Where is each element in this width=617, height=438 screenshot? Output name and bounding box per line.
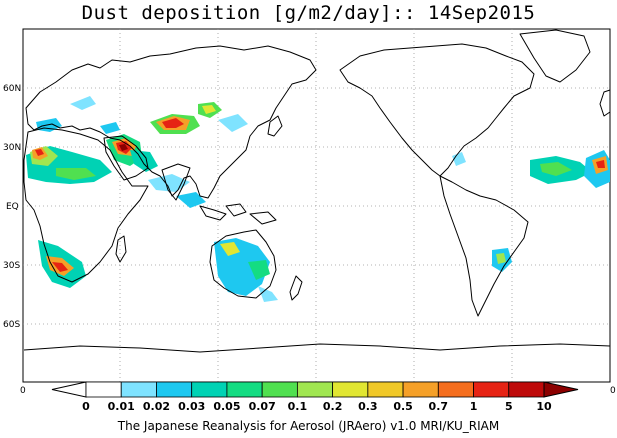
colorbar-left-zero: 0 — [20, 386, 26, 396]
colorbar-box — [473, 381, 510, 398]
colorbar-tick-label: 0.7 — [429, 400, 449, 413]
colorbar-box — [402, 381, 439, 398]
colorbar-tick-label: 0.5 — [393, 400, 413, 413]
colorbar: 0 0.01 0.02 0.03 0.05 0.07 0.1 0.2 0.3 0.5 0.7 1 5 10 — [51, 381, 579, 413]
colorbar-arrow-high — [543, 381, 579, 398]
colorbar-box — [85, 381, 122, 398]
colorbar-tick-label: 1 — [470, 400, 478, 413]
footer-credit: The Japanese Reanalysis for Aerosol (JRA… — [117, 419, 500, 433]
colorbar-tick-label: 0.3 — [358, 400, 378, 413]
colorbar-tick-label: 0.1 — [288, 400, 308, 413]
colorbar-tick-label: 0.07 — [249, 400, 276, 413]
map-frame — [22, 28, 611, 383]
longitude-gridlines — [119, 29, 513, 382]
colorbar-tick-label: 0.03 — [178, 400, 205, 413]
colorbar-tick-label: 5 — [505, 400, 513, 413]
lat-label-eq: EQ — [6, 202, 19, 212]
colorbar-right-zero: 0 — [610, 386, 616, 396]
colorbar-box — [296, 381, 334, 398]
colorbar-box — [437, 381, 474, 398]
colorbar-box — [508, 381, 545, 398]
lat-label-30n: 30N — [3, 143, 21, 153]
colorbar-arrow-low — [51, 381, 87, 398]
lat-label-60n: 60N — [3, 84, 21, 94]
dust-shading — [26, 96, 610, 302]
colorbar-box — [226, 381, 263, 398]
colorbar-tick-label: 0.05 — [213, 400, 240, 413]
colorbar-box — [156, 381, 193, 398]
map-title: Dust deposition [g/m2/day]:: 14Sep2015 — [81, 2, 536, 24]
colorbar-box — [332, 381, 369, 398]
colorbar-tick-label: 0 — [82, 400, 90, 413]
colorbar-tick-label: 0.02 — [143, 400, 170, 413]
colorbar-box — [120, 381, 157, 398]
colorbar-tick-label: 10 — [536, 400, 552, 413]
colorbar-box — [367, 381, 404, 398]
colorbar-tick-label: 0.01 — [108, 400, 135, 413]
colorbar-tick-label: 0.2 — [323, 400, 343, 413]
colorbar-box — [261, 381, 298, 398]
lat-label-60s: 60S — [3, 320, 20, 330]
colorbar-box — [191, 381, 228, 398]
lat-label-30s: 30S — [3, 261, 20, 271]
coastlines — [23, 29, 611, 353]
